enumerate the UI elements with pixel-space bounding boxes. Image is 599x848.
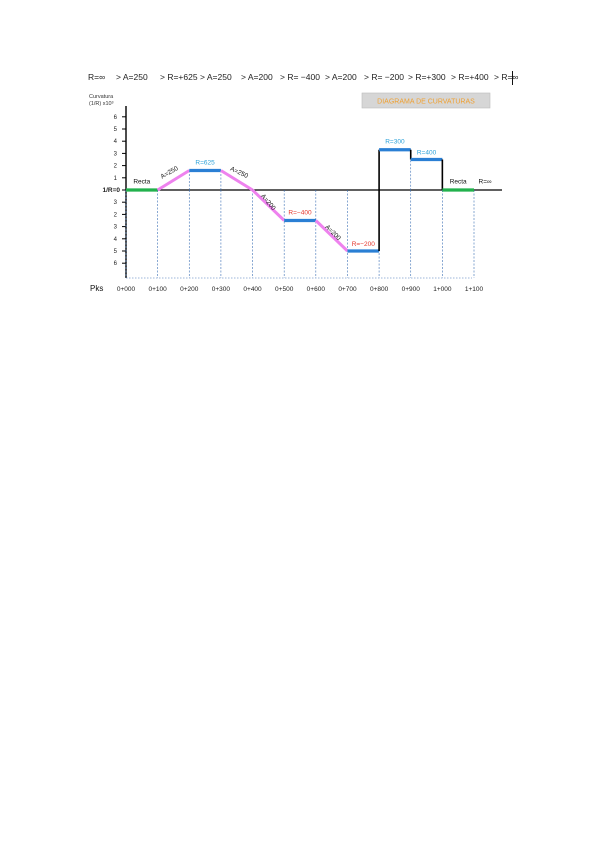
curve-sequence-item: > R= −200	[364, 72, 404, 82]
clothoid-segment	[314, 219, 349, 253]
curve-sequence-item: > R=∞	[494, 72, 519, 82]
curve-sequence-item: > A=200	[325, 72, 357, 82]
curve-sequence-item: > A=200	[241, 72, 273, 82]
y-tick-label: 6	[114, 115, 118, 121]
curve-sequence-item: > R=+300	[408, 72, 446, 82]
x-tick-label: 0+400	[243, 286, 262, 293]
y-axis-label-line2: (1/R) x10³	[89, 101, 114, 107]
y-tick-label: 5	[114, 249, 118, 255]
x-tick-label: 0+900	[402, 286, 421, 293]
curve-sequence-item: > A=250	[200, 72, 232, 82]
y-tick-label: 2	[114, 212, 118, 218]
x-tick-label: 1+100	[465, 286, 484, 293]
segment-annotation: R=−200	[352, 241, 376, 248]
curvature-diagram: Curvatura (1/R) x10³ DIAGRAMA DE CURVATURA…	[86, 92, 516, 303]
x-tick-label: 0+300	[212, 286, 231, 293]
y-tick-label: 1	[114, 176, 118, 182]
segment-annotation: R=400	[417, 150, 437, 157]
y-tick-label: 6	[114, 261, 118, 267]
x-tick-label: 0+000	[117, 286, 136, 293]
x-tick-label: 1+000	[433, 286, 452, 293]
curve-sequence-item: > R=+625	[160, 72, 198, 82]
y-tick-label: 3	[114, 200, 118, 206]
title-box	[361, 92, 491, 109]
segment-annotation: R=300	[385, 139, 405, 146]
x-tick-label: 0+100	[149, 286, 168, 293]
y-tick-label: 2	[114, 164, 118, 170]
y-tick-label: 3	[114, 225, 118, 231]
clothoid-segment	[156, 169, 191, 192]
curve-sequence-item: > R=+400	[451, 72, 489, 82]
text-cursor	[512, 71, 513, 85]
segment-annotation: A=200	[324, 224, 343, 243]
y-tick-label: 4	[114, 139, 118, 145]
curve-sequence-item: > A=250	[116, 72, 148, 82]
segment-annotation: Recta	[133, 178, 150, 185]
curve-sequence-header: R=∞ > A=250 > R=+625 > A=250 > A=200 > R= −40…	[88, 72, 519, 86]
x-tick-label: 0+600	[307, 286, 326, 293]
segment-annotation: R=−400	[288, 209, 312, 216]
curve-sequence-item: > R= −400	[280, 72, 320, 82]
y-tick-label: 4	[114, 237, 118, 243]
y-tick-label: 3	[114, 151, 118, 157]
segment-annotation: R=625	[195, 159, 215, 166]
clothoid-segment	[220, 169, 254, 192]
y-tick-label: 5	[114, 127, 118, 133]
x-tick-label: 0+700	[338, 286, 357, 293]
chart-title: DIAGRAMA DE CURVATURAS	[377, 99, 475, 106]
x-tick-label: 0+800	[370, 286, 389, 293]
segment-annotation: A=200	[259, 193, 277, 212]
curve-sequence-item: R=∞	[88, 72, 106, 82]
curvature-chart-svg: Curvatura(1/R) x10³ DIAGRAMA DE CURVATURA…	[89, 92, 502, 293]
y-axis-label-line1: Curvatura	[89, 94, 114, 100]
x-tick-label: 0+500	[275, 286, 294, 293]
clothoid-segment	[251, 188, 286, 222]
x-tick-label: 0+200	[180, 286, 199, 293]
x-axis-label: Pks	[90, 284, 103, 293]
segment-annotation: R=∞	[479, 178, 492, 185]
segment-annotation: Recta	[450, 178, 467, 185]
y-tick-label: 1/R=0	[102, 187, 120, 194]
